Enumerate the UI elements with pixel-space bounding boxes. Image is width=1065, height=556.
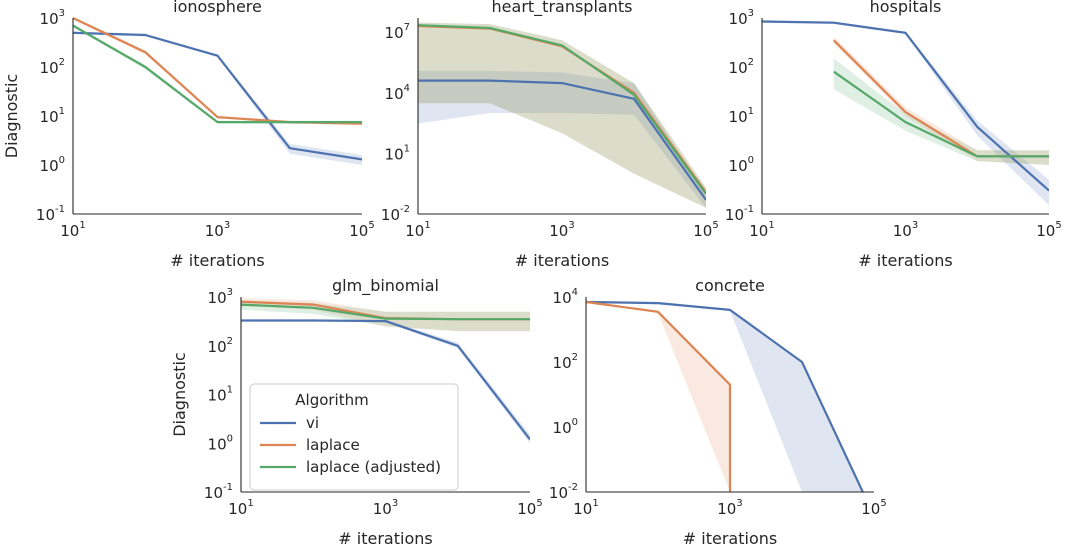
panel-title: hospitals xyxy=(870,0,942,16)
line-laplace xyxy=(586,300,732,492)
legend-entry-label: vi xyxy=(306,414,319,432)
band-laplace xyxy=(418,22,706,208)
y-tick-label: 102 xyxy=(40,57,65,77)
band-laplace xyxy=(241,298,530,332)
y-tick-label: 10-1 xyxy=(725,204,754,224)
line-vi xyxy=(586,300,864,492)
y-tick-label: 103 xyxy=(40,8,65,28)
x-axis-label: # iterations xyxy=(683,529,777,548)
y-tick-label: 107 xyxy=(385,22,410,42)
y-tick-label: 10-2 xyxy=(549,482,578,502)
y-tick-label: 10-1 xyxy=(36,204,65,224)
y-tick-label: 104 xyxy=(385,83,410,103)
band-vi xyxy=(586,301,863,492)
y-tick-label: 103 xyxy=(729,8,754,28)
x-tick-label: 105 xyxy=(1036,220,1061,240)
x-tick-label: 103 xyxy=(893,220,918,240)
line-laplace-adjusted xyxy=(241,303,530,321)
line-vi xyxy=(762,20,1049,192)
band-laplace xyxy=(586,301,730,492)
y-tick-label: 103 xyxy=(208,287,233,307)
band-laplace-adjusted xyxy=(418,22,706,208)
band-laplace xyxy=(833,36,1049,165)
legend-entry-label: laplace xyxy=(306,436,360,454)
legend-box xyxy=(249,383,459,491)
panel-title: concrete xyxy=(695,276,765,295)
plot-area xyxy=(586,300,864,492)
band-vi xyxy=(418,70,706,208)
y-tick-label: 101 xyxy=(729,106,754,126)
panel-title: ionosphere xyxy=(173,0,262,16)
x-axis-label: # iterations xyxy=(338,529,432,548)
y-tick-label: 100 xyxy=(729,155,754,175)
x-tick-label: 105 xyxy=(861,498,886,518)
y-tick-label: 102 xyxy=(553,352,578,372)
legend-entry-label: laplace (adjusted) xyxy=(306,458,441,476)
panel-title: glm_binomial xyxy=(332,276,439,296)
y-tick-label: 100 xyxy=(553,417,578,437)
panel-ionosphere: 101 103 105 10-1 100 101 102 103 ionosphere # ite… xyxy=(2,0,375,270)
panel-hospitals: 101 103 105 10-1 100 101 102 103 hospitals # iter… xyxy=(725,0,1062,270)
plot-area xyxy=(762,20,1049,206)
y-tick-label: 10-1 xyxy=(204,482,233,502)
y-tick-label: 100 xyxy=(40,155,65,175)
y-tick-label: 10-2 xyxy=(381,204,410,224)
y-axis-label: Diagnostic xyxy=(170,352,189,437)
line-laplace-adjusted xyxy=(833,70,1049,158)
x-tick-label: 101 xyxy=(573,498,598,518)
band-vi xyxy=(73,31,362,165)
x-tick-label: 101 xyxy=(60,220,85,240)
panel-heart-transplants: 101 103 10510-2101104107heart_transplants#… xyxy=(381,0,719,270)
y-tick-label: 102 xyxy=(729,57,754,77)
plot-area xyxy=(73,17,362,165)
x-tick-label: 101 xyxy=(405,220,430,240)
x-tick-label: 101 xyxy=(228,498,253,518)
x-tick-label: 103 xyxy=(549,220,574,240)
panel-glm-binomial: 101 103 105 10-1 100 101 102 103 glm_binomial # i… xyxy=(170,276,543,548)
y-tick-label: 101 xyxy=(208,385,233,405)
plot-area xyxy=(241,298,530,444)
y-axis-label: Diagnostic xyxy=(2,74,21,159)
y-tick-label: 101 xyxy=(385,143,410,163)
line-vi xyxy=(241,319,530,441)
line-vi xyxy=(418,79,706,201)
line-laplace-adjusted xyxy=(73,24,362,124)
band-laplace-adjusted xyxy=(241,300,530,332)
x-axis-label: # iterations xyxy=(170,251,264,270)
line-laplace-adjusted xyxy=(418,24,706,195)
line-vi xyxy=(73,31,362,161)
legend-title: Algorithm xyxy=(295,391,368,409)
legend: Algorithm vi laplace laplace (adjusted) xyxy=(249,383,459,491)
x-tick-label: 105 xyxy=(349,220,374,240)
x-tick-label: 101 xyxy=(749,220,774,240)
y-tick-label: 104 xyxy=(553,287,578,307)
x-tick-label: 105 xyxy=(517,498,542,518)
x-axis-label: # iterations xyxy=(858,251,952,270)
band-laplace-adjusted xyxy=(833,58,1049,165)
y-tick-label: 102 xyxy=(208,336,233,356)
panel-title: heart_transplants xyxy=(492,0,633,17)
plot-area xyxy=(418,22,706,208)
x-tick-label: 103 xyxy=(205,220,230,240)
x-tick-label: 105 xyxy=(693,220,718,240)
x-tick-label: 103 xyxy=(373,498,398,518)
x-axis-label: # iterations xyxy=(515,251,609,270)
panel-concrete: 101 103 105 10-2 100 102 104 concrete # iteratio… xyxy=(549,276,887,548)
y-tick-label: 100 xyxy=(208,433,233,453)
x-tick-label: 103 xyxy=(717,498,742,518)
y-tick-label: 101 xyxy=(40,106,65,126)
